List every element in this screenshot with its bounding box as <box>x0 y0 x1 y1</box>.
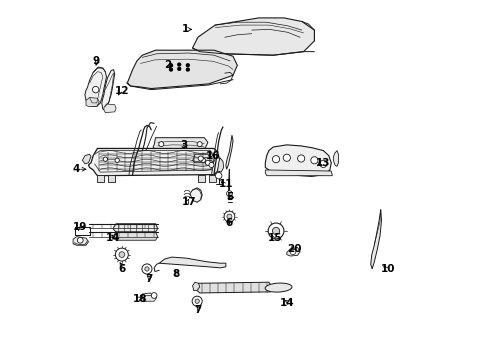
Polygon shape <box>192 154 210 163</box>
Text: 10: 10 <box>380 264 394 274</box>
Polygon shape <box>159 257 225 268</box>
Circle shape <box>115 248 128 261</box>
Text: 16: 16 <box>205 150 220 161</box>
Circle shape <box>151 293 157 298</box>
Text: 9: 9 <box>92 56 99 66</box>
Polygon shape <box>197 282 272 293</box>
Circle shape <box>215 172 222 179</box>
Text: 13: 13 <box>315 158 329 168</box>
Circle shape <box>297 155 304 162</box>
Circle shape <box>289 249 295 255</box>
Text: 14: 14 <box>279 298 293 308</box>
Polygon shape <box>153 138 207 150</box>
Polygon shape <box>190 188 202 202</box>
Polygon shape <box>286 247 300 256</box>
Polygon shape <box>265 170 332 176</box>
Circle shape <box>197 141 202 147</box>
Circle shape <box>168 67 173 72</box>
Polygon shape <box>86 98 99 107</box>
Text: 19: 19 <box>73 222 87 232</box>
Polygon shape <box>82 154 91 164</box>
Text: 1: 1 <box>182 24 188 35</box>
Text: 7: 7 <box>144 274 152 284</box>
Polygon shape <box>192 282 199 291</box>
Polygon shape <box>113 232 158 240</box>
Text: 12: 12 <box>115 86 129 96</box>
Circle shape <box>144 267 149 271</box>
Polygon shape <box>104 104 116 113</box>
Circle shape <box>142 264 152 274</box>
Circle shape <box>272 227 279 234</box>
Circle shape <box>224 211 234 222</box>
Circle shape <box>159 141 163 147</box>
Text: 3: 3 <box>180 140 187 150</box>
Polygon shape <box>73 237 88 245</box>
Polygon shape <box>97 175 104 182</box>
Text: 11: 11 <box>218 179 233 189</box>
Text: 7: 7 <box>194 305 201 315</box>
Polygon shape <box>102 69 115 110</box>
Circle shape <box>226 214 231 219</box>
Polygon shape <box>113 224 158 232</box>
Text: 4: 4 <box>72 164 80 174</box>
Text: 8: 8 <box>172 269 179 279</box>
Text: 17: 17 <box>182 197 196 207</box>
Polygon shape <box>88 148 220 176</box>
Circle shape <box>195 299 199 303</box>
Circle shape <box>185 63 190 67</box>
Circle shape <box>226 191 232 197</box>
Polygon shape <box>370 210 381 269</box>
Circle shape <box>115 158 119 162</box>
Circle shape <box>185 67 190 72</box>
Polygon shape <box>143 296 156 301</box>
Text: 18: 18 <box>132 294 147 304</box>
Polygon shape <box>225 135 233 169</box>
Text: 20: 20 <box>286 244 301 254</box>
Polygon shape <box>217 158 223 172</box>
Circle shape <box>92 86 99 93</box>
Text: 14: 14 <box>105 233 120 243</box>
Circle shape <box>267 223 284 239</box>
Polygon shape <box>208 175 215 182</box>
Circle shape <box>283 154 290 161</box>
Text: 15: 15 <box>267 233 282 243</box>
Polygon shape <box>333 150 338 166</box>
Circle shape <box>205 160 210 165</box>
Circle shape <box>201 158 205 162</box>
Circle shape <box>119 252 124 257</box>
Text: 2: 2 <box>163 60 171 70</box>
Text: 6: 6 <box>118 264 125 274</box>
Circle shape <box>208 161 212 165</box>
Polygon shape <box>142 293 153 301</box>
Circle shape <box>77 237 83 243</box>
Ellipse shape <box>264 283 291 292</box>
Polygon shape <box>198 175 204 182</box>
Polygon shape <box>107 175 115 182</box>
Polygon shape <box>126 50 237 89</box>
Circle shape <box>208 162 214 167</box>
Circle shape <box>168 63 173 67</box>
Circle shape <box>103 157 107 161</box>
Circle shape <box>310 157 317 164</box>
Polygon shape <box>192 18 314 55</box>
Polygon shape <box>265 145 330 176</box>
Text: 5: 5 <box>225 192 233 202</box>
Circle shape <box>198 156 203 161</box>
Circle shape <box>319 160 326 167</box>
Polygon shape <box>75 227 89 234</box>
Polygon shape <box>85 67 106 107</box>
Text: 6: 6 <box>225 218 233 228</box>
Circle shape <box>177 62 181 67</box>
Circle shape <box>192 296 202 306</box>
Circle shape <box>272 156 279 163</box>
Circle shape <box>177 67 181 71</box>
